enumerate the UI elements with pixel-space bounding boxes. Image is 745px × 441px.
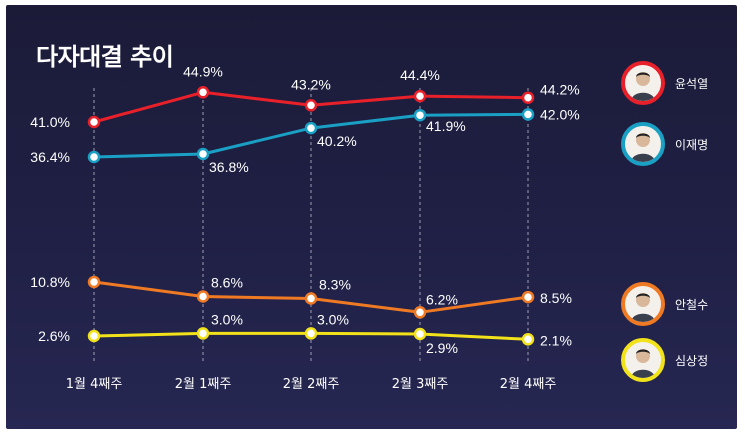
candidate-photo-icon [621,282,665,326]
data-label: 44.9% [183,63,223,79]
data-label: 44.4% [400,67,440,83]
data-label: 36.8% [209,159,249,175]
data-label: 2.1% [540,332,572,348]
data-point [413,108,427,122]
legend-item: 이재명 [621,122,737,178]
data-point [413,327,427,341]
legend-label: 심상정 [675,354,709,368]
data-label: 6.2% [426,291,458,307]
legend-label: 안철수 [675,298,709,312]
data-label: 3.0% [317,311,349,327]
data-point [304,99,318,112]
data-label: 2.9% [426,340,458,356]
data-label: 43.2% [291,76,331,92]
x-tick-label: 2월 4째주 [500,377,557,392]
chart-panel: 다자대결 추이 [6,5,737,429]
data-label: 2.6% [38,328,70,344]
data-point [521,108,535,121]
data-point [196,290,210,303]
data-label: 42.0% [540,106,580,122]
data-label: 44.2% [540,82,580,98]
data-point [196,147,210,161]
data-label: 8.5% [540,290,572,306]
legend-item: 윤석열 [621,61,737,117]
data-point [87,115,101,129]
x-tick-label: 2월 2째주 [283,377,340,392]
data-label: 8.6% [211,275,243,291]
x-tick-label: 1월 4째주 [66,377,123,392]
data-point [87,275,101,289]
legend-item: 안철수 [621,282,737,338]
data-point [413,89,427,103]
data-point [304,327,318,340]
data-point [87,329,101,343]
data-point [413,306,427,319]
data-label: 10.8% [30,274,70,290]
data-label: 41.0% [30,114,70,130]
data-label: 8.3% [319,277,351,293]
candidate-photo-icon [621,122,665,166]
data-point [196,327,210,340]
data-point [304,292,318,305]
data-point [521,333,535,346]
x-tick-label: 2월 3째주 [392,377,449,392]
data-label: 41.9% [426,118,466,134]
legend-label: 윤석열 [675,77,709,91]
data-point [521,290,535,304]
x-tick-label: 2월 1째주 [175,377,232,392]
data-point [304,121,318,135]
data-label: 40.2% [317,133,357,149]
candidate-photo-icon [621,61,665,105]
data-label: 36.4% [30,149,70,165]
candidate-photo-icon [621,338,665,382]
data-label: 3.0% [211,311,243,327]
legend-label: 이재명 [675,138,709,152]
chart-title: 다자대결 추이 [36,43,174,71]
data-point [87,150,101,164]
legend-item: 심상정 [621,338,737,394]
data-point [196,86,210,99]
data-point [521,91,535,104]
